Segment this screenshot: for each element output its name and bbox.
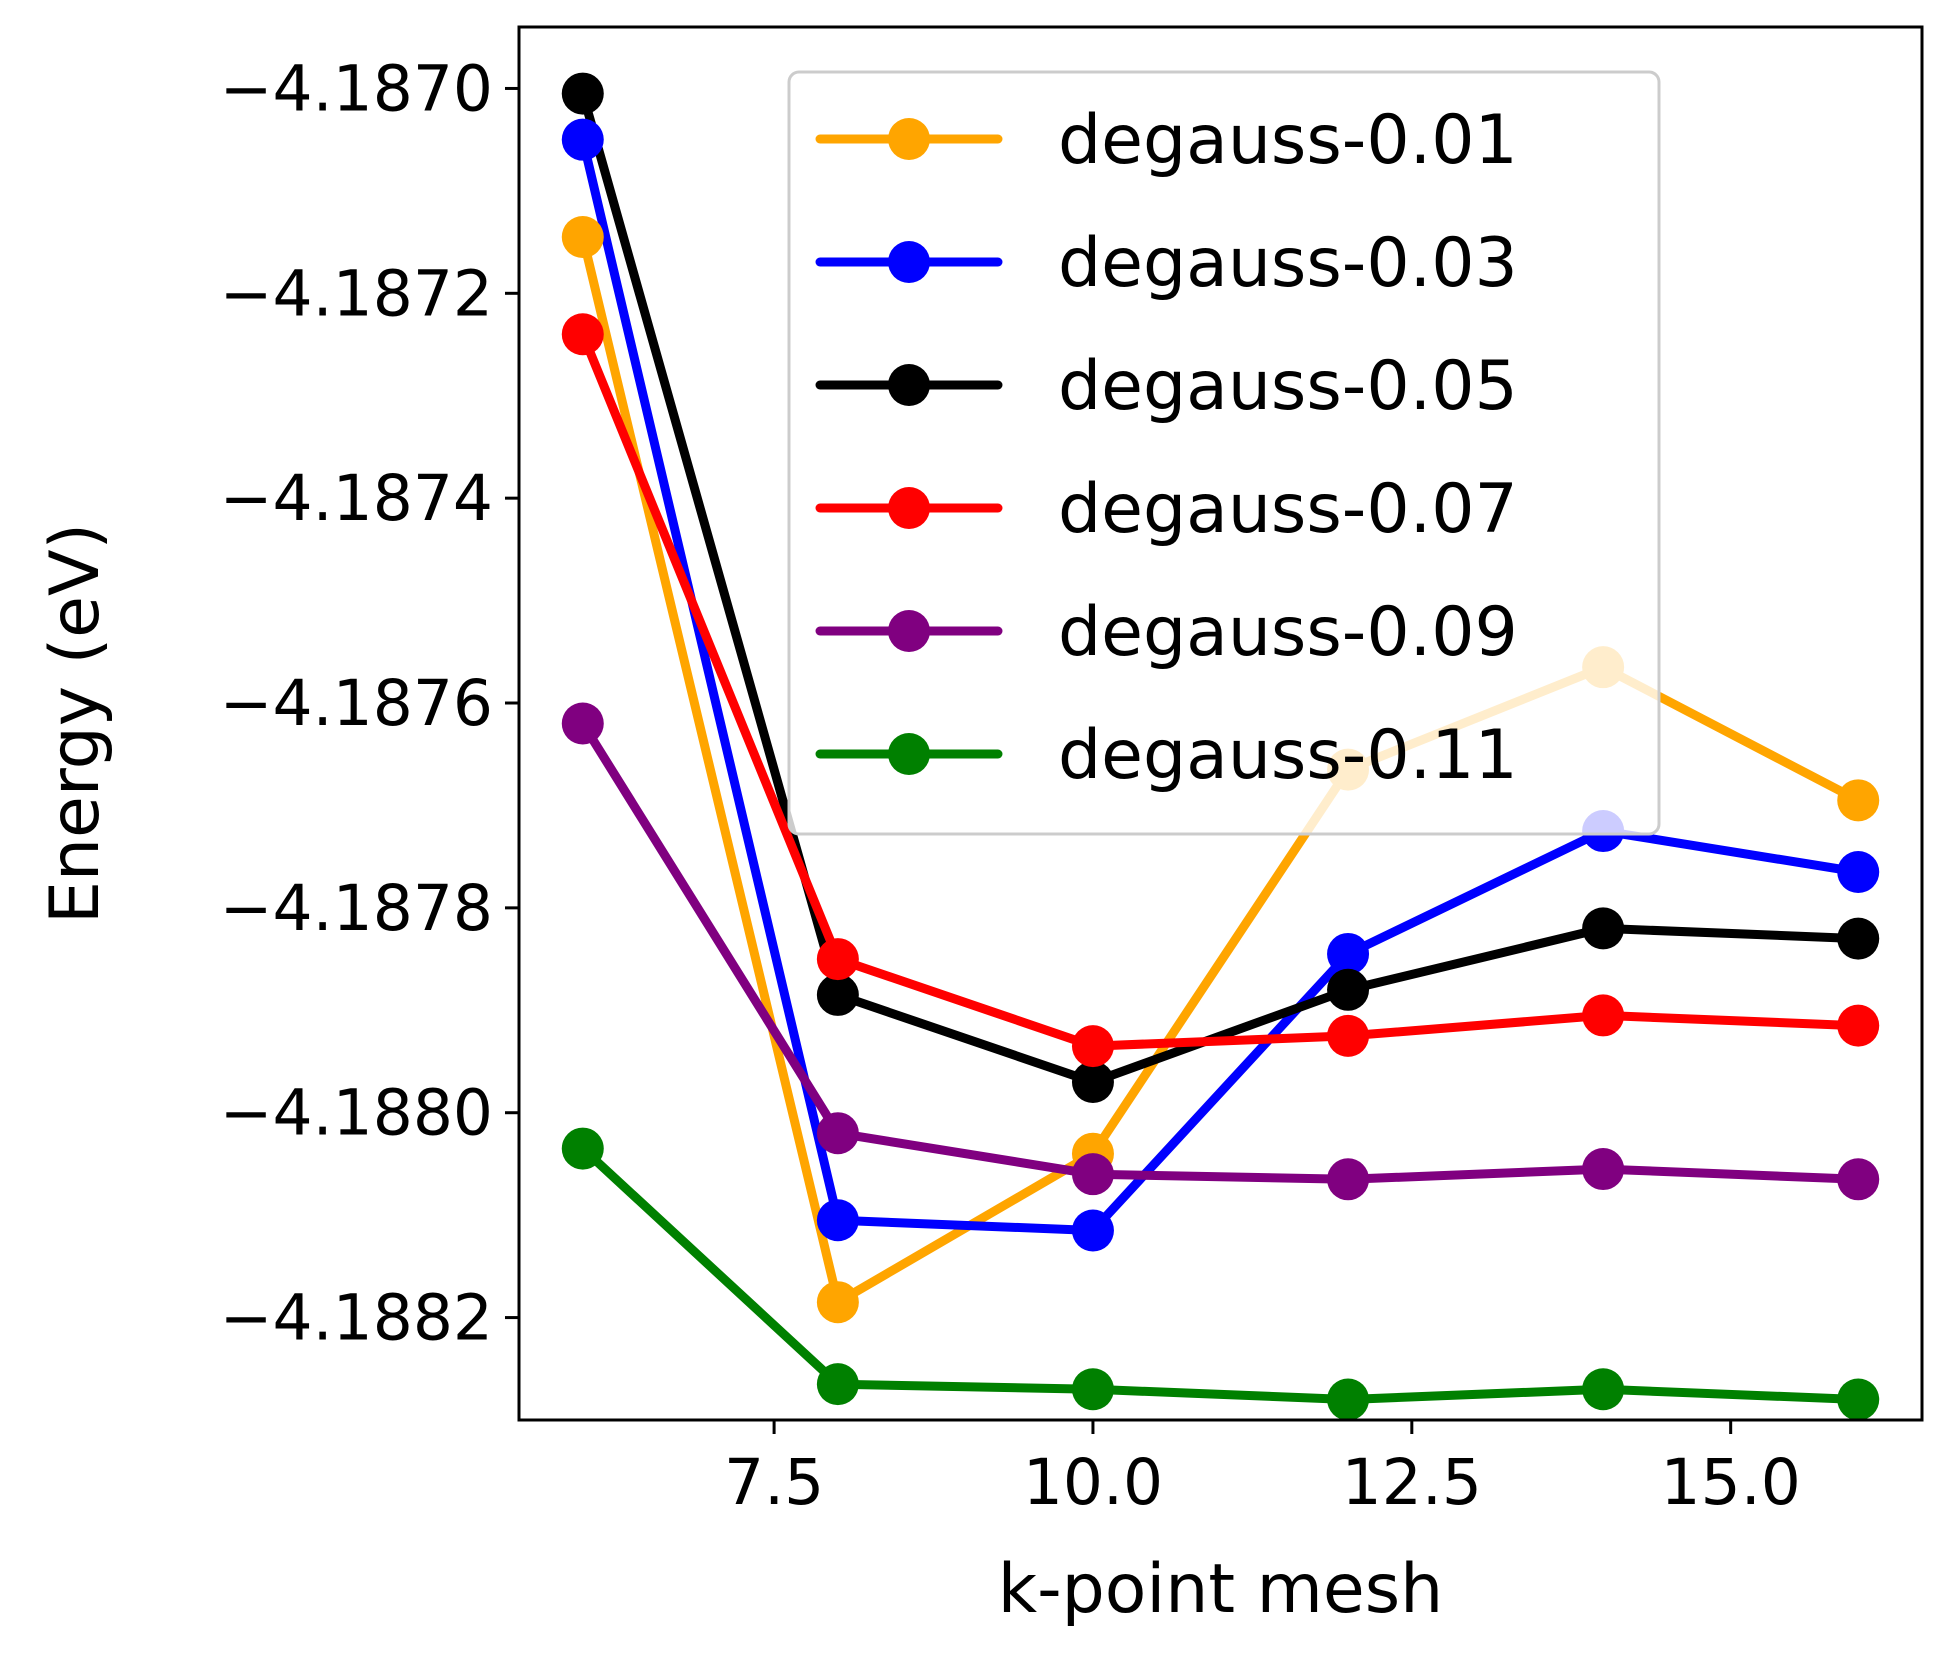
data-point bbox=[816, 1112, 859, 1155]
data-point bbox=[1071, 1025, 1114, 1068]
legend-entries: degauss-0.01 degauss-0.03 degauss-0.05 dega… bbox=[815, 101, 1518, 795]
data-point bbox=[1327, 968, 1370, 1011]
data-point bbox=[1071, 1209, 1114, 1252]
legend-swatch-marker bbox=[888, 364, 930, 406]
series-line bbox=[578, 1144, 1863, 1404]
data-point bbox=[816, 1281, 859, 1324]
y-tick-label: −4.1876 bbox=[220, 667, 493, 740]
data-point bbox=[1582, 1148, 1625, 1191]
data-point bbox=[1327, 932, 1370, 975]
legend-label: degauss-0.03 bbox=[1058, 224, 1518, 303]
legend-swatch-marker bbox=[888, 487, 930, 529]
x-axis-ticks: 7.5 10.0 12.5 15.0 bbox=[724, 1420, 1801, 1519]
y-axis-ticks: −4.1870 −4.1872 −4.1874 −4.1876 −4.1878 −4.18… bbox=[220, 52, 519, 1355]
x-tick-label: 10.0 bbox=[1023, 1446, 1163, 1519]
data-point bbox=[1071, 1153, 1114, 1196]
legend-label: degauss-0.01 bbox=[1058, 101, 1518, 180]
data-point bbox=[816, 1363, 859, 1406]
y-tick-label: −4.1878 bbox=[220, 872, 493, 945]
data-point bbox=[816, 938, 859, 981]
data-point bbox=[561, 1127, 604, 1170]
legend: degauss-0.01 degauss-0.03 degauss-0.05 dega… bbox=[787, 70, 1661, 836]
legend-swatch-marker bbox=[888, 733, 930, 775]
series-line bbox=[578, 329, 1863, 1051]
data-point bbox=[1071, 1368, 1114, 1411]
y-tick-label: −4.1882 bbox=[220, 1282, 493, 1355]
data-point bbox=[816, 973, 859, 1016]
data-point bbox=[1327, 1014, 1370, 1057]
legend-swatch-marker bbox=[888, 610, 930, 652]
legend-label: degauss-0.11 bbox=[1058, 716, 1518, 795]
y-tick-label: −4.1880 bbox=[220, 1077, 493, 1150]
legend-label: degauss-0.07 bbox=[1058, 470, 1518, 549]
y-tick-label: −4.1872 bbox=[220, 257, 493, 330]
legend-swatch-marker bbox=[888, 118, 930, 160]
x-tick-label: 12.5 bbox=[1342, 1446, 1482, 1519]
data-point bbox=[1071, 1060, 1114, 1103]
data-point bbox=[1837, 779, 1880, 822]
y-axis-label: Energy (eV) bbox=[36, 523, 115, 924]
data-point bbox=[561, 702, 604, 745]
data-point bbox=[1837, 1158, 1880, 1201]
data-point bbox=[561, 118, 604, 161]
x-axis-label: k-point mesh bbox=[998, 1550, 1444, 1629]
legend-label: degauss-0.05 bbox=[1058, 347, 1518, 426]
y-tick-label: −4.1870 bbox=[220, 52, 493, 125]
y-tick-label: −4.1874 bbox=[220, 462, 493, 535]
series-line bbox=[578, 135, 1863, 1235]
legend-box bbox=[787, 70, 1661, 836]
data-point bbox=[1327, 1378, 1370, 1421]
plot-frame bbox=[517, 25, 1924, 1422]
series-line bbox=[578, 719, 1863, 1184]
data-point bbox=[1837, 1378, 1880, 1421]
x-tick-label: 15.0 bbox=[1661, 1446, 1801, 1519]
data-point bbox=[1582, 1368, 1625, 1411]
data-point bbox=[1837, 917, 1880, 960]
data-point bbox=[1837, 1004, 1880, 1047]
legend-swatch-marker bbox=[888, 241, 930, 283]
legend-label: degauss-0.09 bbox=[1058, 593, 1518, 672]
data-point bbox=[1327, 1158, 1370, 1201]
data-point bbox=[1837, 851, 1880, 894]
data-point bbox=[816, 1199, 859, 1242]
data-point bbox=[561, 215, 604, 258]
data-point bbox=[1582, 994, 1625, 1037]
data-point bbox=[561, 72, 604, 115]
data-point bbox=[1582, 907, 1625, 950]
x-tick-label: 7.5 bbox=[724, 1446, 824, 1519]
data-point bbox=[561, 313, 604, 356]
